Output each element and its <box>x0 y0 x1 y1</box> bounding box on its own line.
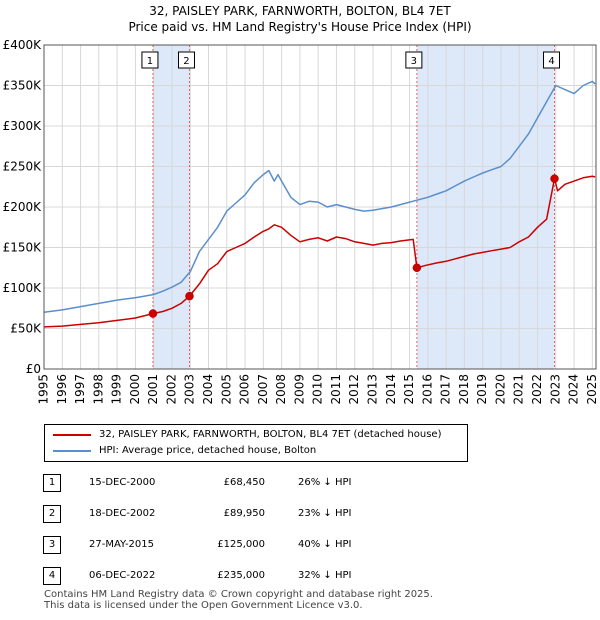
sale-hpi-diff: 32% ↓ HPI <box>298 570 352 581</box>
sale-price: £89,950 <box>223 508 265 519</box>
footer-line: Contains HM Land Registry data © Crown c… <box>44 589 433 600</box>
legend-item-hpi: HPI: Average price, detached house, Bolt… <box>53 444 316 458</box>
x-tick-label: 2003 <box>183 374 197 405</box>
price-paid-line <box>43 175 596 328</box>
y-tick-label: £250K <box>3 160 43 174</box>
x-tick-label: 2000 <box>128 374 142 405</box>
x-tick-label: 2012 <box>347 374 361 405</box>
sale-row: 3 27-MAY-2015 £125,000 40% ↓ HPI <box>43 536 403 567</box>
sale-marker-badge <box>177 51 195 69</box>
x-tick-label: 2004 <box>201 374 215 405</box>
x-tick-label: 1995 <box>37 374 51 405</box>
x-tick-label: 2018 <box>457 374 471 405</box>
x-tick-label: 2005 <box>219 374 233 405</box>
sale-point <box>185 291 194 301</box>
sale-marker-label: 1 <box>147 56 153 67</box>
sale-date: 06-DEC-2022 <box>89 570 156 581</box>
x-tick-label: 2007 <box>256 374 270 405</box>
y-tick-label: £300K <box>3 119 43 133</box>
y-tick-label: £200K <box>3 200 43 214</box>
x-tick-label: 2022 <box>530 374 544 405</box>
hpi-line <box>43 80 596 314</box>
chart-subtitle: Price paid vs. HM Land Registry's House … <box>128 20 472 34</box>
x-tick-label: 1999 <box>110 374 124 405</box>
sale-price: £235,000 <box>217 570 265 581</box>
x-tick-label: 2019 <box>475 374 489 405</box>
x-tick-label: 2001 <box>146 374 160 405</box>
x-tick-label: 2016 <box>420 374 434 405</box>
legend-label-price-paid: 32, PAISLEY PARK, FARNWORTH, BOLTON, BL4… <box>99 429 442 440</box>
x-tick-label: 1996 <box>55 374 69 405</box>
sale-date: 15-DEC-2000 <box>89 477 156 488</box>
y-tick-label: £100K <box>3 281 43 295</box>
sale-row: 1 15-DEC-2000 £68,450 26% ↓ HPI <box>43 474 403 505</box>
y-tick-label: £0 <box>26 362 41 376</box>
sale-number-badge: 4 <box>43 567 61 585</box>
sale-marker-label: 3 <box>411 56 417 67</box>
sale-marker-label: 2 <box>183 56 189 67</box>
x-tick-label: 2015 <box>402 374 416 405</box>
sale-marker-badge <box>405 51 423 69</box>
sale-point <box>412 263 422 272</box>
sale-hpi-diff: 23% ↓ HPI <box>298 508 352 519</box>
x-tick-label: 2023 <box>548 374 562 405</box>
sale-marker-badge <box>543 51 561 69</box>
y-tick-label: £400K <box>3 38 43 52</box>
sale-date: 18-DEC-2002 <box>89 508 156 519</box>
x-tick-label: 2013 <box>366 374 380 405</box>
legend-item-price-paid: 32, PAISLEY PARK, FARNWORTH, BOLTON, BL4… <box>53 428 441 442</box>
legend-swatch-hpi <box>53 450 91 452</box>
sale-marker-badge <box>141 51 159 69</box>
sale-price: £125,000 <box>217 539 265 550</box>
sales-table: 1 15-DEC-2000 £68,450 26% ↓ HPI 2 18-DEC… <box>43 474 403 598</box>
x-tick-label: 2024 <box>567 374 581 405</box>
x-tick-label: 2011 <box>329 374 343 405</box>
x-tick-label: 2010 <box>311 374 325 405</box>
sale-number-badge: 1 <box>43 474 61 492</box>
x-tick-label: 2021 <box>512 374 526 405</box>
sale-point <box>550 174 559 183</box>
y-tick-label: £350K <box>3 79 43 93</box>
x-tick-label: 2002 <box>164 374 178 405</box>
price-chart: £0 £50K £100K £150K £200K £250K £300K £350K £400… <box>3 38 599 405</box>
sale-hpi-diff: 40% ↓ HPI <box>298 539 352 550</box>
x-tick-label: 2008 <box>274 374 288 405</box>
x-tick-label: 2017 <box>439 374 453 405</box>
sale-row: 4 06-DEC-2022 £235,000 32% ↓ HPI <box>43 567 403 598</box>
sale-date: 27-MAY-2015 <box>89 539 155 550</box>
sale-point <box>148 309 158 318</box>
sale-row: 2 18-DEC-2002 £89,950 23% ↓ HPI <box>43 505 403 536</box>
chart-legend: 32, PAISLEY PARK, FARNWORTH, BOLTON, BL4… <box>44 424 468 462</box>
sale-number-badge: 2 <box>43 505 61 523</box>
chart-title: 32, PAISLEY PARK, FARNWORTH, BOLTON, BL4… <box>149 4 451 18</box>
x-tick-label: 2014 <box>384 374 398 405</box>
sale-marker-label: 4 <box>548 56 554 67</box>
footer-attribution: Contains HM Land Registry data © Crown c… <box>44 589 433 611</box>
y-tick-label: £50K <box>10 322 42 336</box>
x-tick-label: 2025 <box>585 374 599 405</box>
x-tick-label: 2020 <box>493 374 507 405</box>
x-tick-label: 2006 <box>238 374 252 405</box>
x-tick-label: 2009 <box>292 374 306 405</box>
sale-number-badge: 3 <box>43 536 61 554</box>
sale-hpi-diff: 26% ↓ HPI <box>298 477 352 488</box>
x-tick-label: 1998 <box>91 374 105 405</box>
footer-line: This data is licensed under the Open Gov… <box>44 600 363 611</box>
legend-swatch-price-paid <box>53 434 91 436</box>
plot-frame <box>43 44 597 370</box>
x-tick-label: 1997 <box>73 374 87 405</box>
y-tick-label: £150K <box>3 241 43 255</box>
legend-label-hpi: HPI: Average price, detached house, Bolt… <box>99 445 317 456</box>
sale-price: £68,450 <box>223 477 265 488</box>
